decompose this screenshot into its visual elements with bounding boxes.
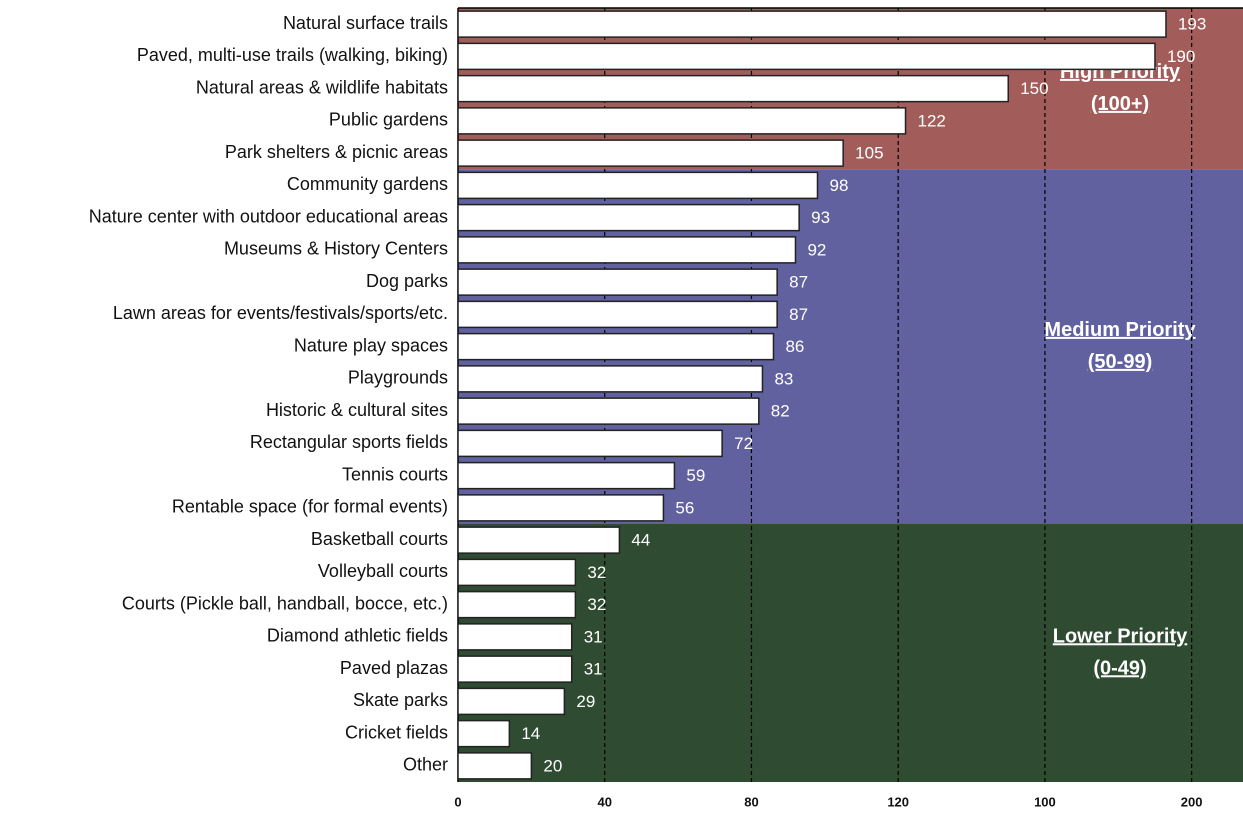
bar	[457, 139, 844, 167]
value-label: 92	[807, 240, 826, 259]
y-tick-label: Basketball courts	[311, 529, 448, 549]
bar	[457, 203, 800, 232]
bar	[457, 687, 566, 716]
bar	[457, 268, 778, 296]
value-label: 190	[1167, 47, 1195, 66]
value-label: 31	[584, 660, 603, 679]
y-tick-label: Natural surface trails	[283, 13, 448, 33]
y-tick-label: Tennis courts	[342, 464, 448, 484]
y-tick-label: Park shelters & picnic areas	[225, 142, 448, 162]
y-tick-label: Nature center with outdoor educational a…	[89, 206, 448, 226]
value-label: 122	[918, 111, 946, 130]
y-tick-label: Diamond athletic fields	[267, 626, 448, 646]
bar	[457, 590, 577, 619]
bar	[457, 171, 819, 200]
zone-range: (100+)	[1091, 93, 1149, 115]
value-label: 20	[543, 756, 562, 775]
y-tick-label: Rentable space (for formal events)	[172, 497, 448, 517]
bar	[457, 365, 764, 393]
y-tick-label: Volleyball courts	[318, 561, 448, 581]
y-tick-label: Playgrounds	[348, 368, 448, 388]
value-label: 29	[576, 692, 595, 711]
zone-label: Medium Priority	[1044, 319, 1196, 341]
y-tick-label: Rectangular sports fields	[250, 432, 448, 452]
bar	[457, 623, 573, 651]
y-tick-label: Cricket fields	[345, 722, 448, 742]
y-tick-label: Museums & History Centers	[224, 239, 448, 259]
bar	[457, 461, 676, 490]
zone-range: (0-49)	[1093, 657, 1146, 679]
value-label: 32	[587, 595, 606, 614]
bar	[457, 332, 775, 361]
y-tick-label: Historic & cultural sites	[266, 400, 448, 420]
bar	[457, 719, 511, 748]
value-label: 93	[811, 208, 830, 227]
value-label: 86	[785, 337, 804, 356]
y-tick-label: Natural areas & wildlife habitats	[196, 77, 448, 97]
bar	[457, 526, 621, 554]
value-label: 32	[587, 563, 606, 582]
bar	[457, 10, 1167, 38]
y-tick-label: Public gardens	[329, 110, 448, 130]
y-tick-label: Other	[403, 755, 448, 775]
value-label: 14	[521, 724, 540, 743]
y-tick-label: Nature play spaces	[294, 335, 448, 355]
value-label: 83	[774, 369, 793, 388]
value-label: 98	[829, 176, 848, 195]
value-label: 56	[675, 498, 694, 517]
value-label: 193	[1178, 15, 1206, 34]
bar	[457, 655, 573, 683]
bar	[457, 42, 1156, 71]
x-tick-label: 80	[744, 794, 758, 809]
value-label: 59	[686, 466, 705, 485]
y-tick-label: Lawn areas for events/festivals/sports/e…	[113, 303, 448, 323]
zone-range: (50-99)	[1088, 351, 1152, 373]
bar	[457, 236, 797, 264]
bar	[457, 494, 665, 522]
zone-label: Lower Priority	[1053, 625, 1188, 647]
value-label: 44	[631, 531, 650, 550]
x-tick-label: 40	[597, 794, 611, 809]
y-tick-label: Skate parks	[353, 690, 448, 710]
value-label: 150	[1020, 79, 1048, 98]
priority-zone	[458, 524, 1243, 782]
y-tick-label: Paved plazas	[340, 658, 448, 678]
bar	[457, 752, 533, 780]
x-tick-label: 200	[1181, 794, 1203, 809]
bar	[457, 74, 1009, 103]
x-tick-label: 120	[887, 794, 909, 809]
bar	[457, 397, 760, 425]
value-label: 82	[771, 402, 790, 421]
bar	[457, 300, 778, 329]
x-tick-label: 0	[454, 794, 461, 809]
value-label: 105	[855, 144, 883, 163]
y-tick-label: Paved, multi-use trails (walking, biking…	[137, 45, 448, 65]
bar	[457, 429, 723, 458]
value-label: 31	[584, 627, 603, 646]
bar	[457, 558, 577, 587]
x-tick-label: 100	[1034, 794, 1056, 809]
y-tick-label: Courts (Pickle ball, handball, bocce, et…	[122, 593, 448, 613]
value-label: 87	[789, 273, 808, 292]
bar	[457, 107, 907, 135]
y-tick-label: Community gardens	[287, 174, 448, 194]
y-tick-label: Dog parks	[366, 271, 448, 291]
value-label: 87	[789, 305, 808, 324]
value-label: 72	[734, 434, 753, 453]
